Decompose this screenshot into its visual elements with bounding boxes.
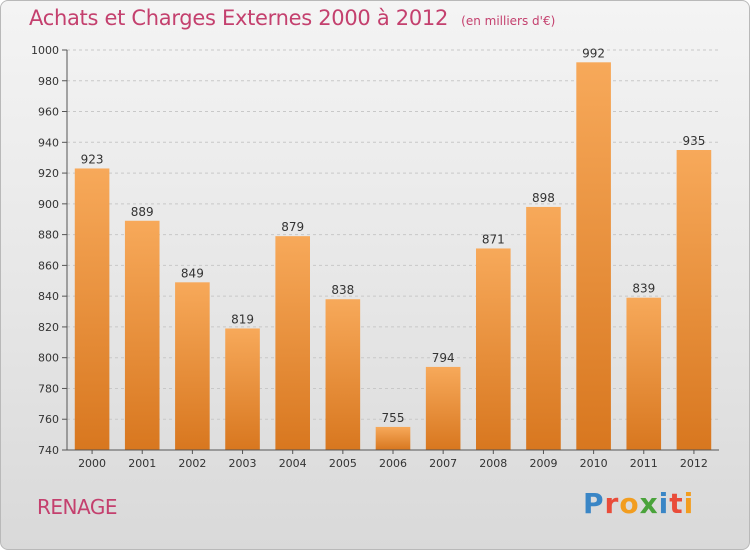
proxiti-logo: Proxiti <box>583 487 694 520</box>
logo-letter: i <box>658 487 670 520</box>
bar-value-label: 819 <box>231 312 254 326</box>
x-tick-label: 2006 <box>379 457 407 470</box>
bar-2006 <box>375 426 411 450</box>
chart-subtitle: (en milliers d'€) <box>461 14 556 28</box>
x-tick-label: 2000 <box>78 457 106 470</box>
x-tick-label: 2009 <box>529 457 557 470</box>
bar-value-label: 755 <box>382 411 405 425</box>
y-tick-label: 760 <box>38 413 59 426</box>
bar-value-label: 879 <box>281 220 304 234</box>
bar-2008 <box>476 248 511 450</box>
bar-value-label: 923 <box>81 152 104 166</box>
axes: 740 760 780 800 820 840 860 880 900 920 940 960 980 1… <box>31 44 719 470</box>
y-tick-label: 860 <box>38 259 59 272</box>
bar-2007 <box>425 366 461 450</box>
x-tick-label: 2004 <box>279 457 307 470</box>
y-tick-label: 840 <box>38 290 59 303</box>
bar-2000 <box>74 168 110 450</box>
location-label: RENAGE <box>37 495 117 519</box>
x-tick-label: 2007 <box>429 457 457 470</box>
y-tick-label: 1000 <box>31 44 59 57</box>
chart-title: Achats et Charges Externes 2000 à 2012 <box>29 6 449 30</box>
x-tick-label: 2010 <box>580 457 608 470</box>
bar-value-label: 889 <box>131 205 154 219</box>
bar-value-label: 794 <box>432 351 455 365</box>
y-tick-label: 980 <box>38 75 59 88</box>
title-row: Achats et Charges Externes 2000 à 2012 (… <box>29 6 555 30</box>
bar-value-label: 871 <box>482 232 505 246</box>
bar-2002 <box>175 282 210 450</box>
bar-value-label: 838 <box>331 283 354 297</box>
x-tick-label: 2012 <box>680 457 708 470</box>
bar-2005 <box>325 299 361 450</box>
x-tick-label: 2005 <box>329 457 357 470</box>
y-tick-label: 740 <box>38 444 59 457</box>
y-tick-label: 820 <box>38 321 59 334</box>
x-tick-label: 2008 <box>479 457 507 470</box>
x-tick-label: 2011 <box>630 457 658 470</box>
bars: 923 889 849 819 879 838 755 794 871 898 992 839 935 <box>74 46 712 451</box>
logo-letter: t <box>669 487 684 520</box>
bar-2010 <box>576 62 611 451</box>
bar-value-label: 898 <box>532 191 555 205</box>
logo-letter: r <box>604 487 620 520</box>
x-tick-label: 2001 <box>128 457 156 470</box>
bar-2003 <box>225 328 260 450</box>
y-tick-label: 960 <box>38 106 59 119</box>
bar-2009 <box>526 206 561 450</box>
bar-2001 <box>124 220 160 450</box>
y-tick-label: 920 <box>38 167 59 180</box>
y-tick-label: 880 <box>38 229 59 242</box>
x-tick-label: 2002 <box>178 457 206 470</box>
bar-value-label: 849 <box>181 266 204 280</box>
grid-lines <box>67 49 719 420</box>
bar-value-label: 935 <box>682 134 705 148</box>
logo-letter: o <box>619 487 640 520</box>
bar-2004 <box>275 236 310 450</box>
y-tick-label: 940 <box>38 136 59 149</box>
x-tick-label: 2003 <box>229 457 257 470</box>
logo-letter: P <box>583 487 605 520</box>
bar-value-label: 839 <box>632 282 655 296</box>
bar-2012 <box>676 150 712 450</box>
logo-letter: i <box>683 487 695 520</box>
bar-2011 <box>626 297 662 450</box>
y-tick-label: 780 <box>38 382 59 395</box>
logo-letter: x <box>639 487 659 520</box>
bar-value-label: 992 <box>582 46 605 60</box>
y-tick-label: 900 <box>38 198 59 211</box>
y-tick-label: 800 <box>38 352 59 365</box>
